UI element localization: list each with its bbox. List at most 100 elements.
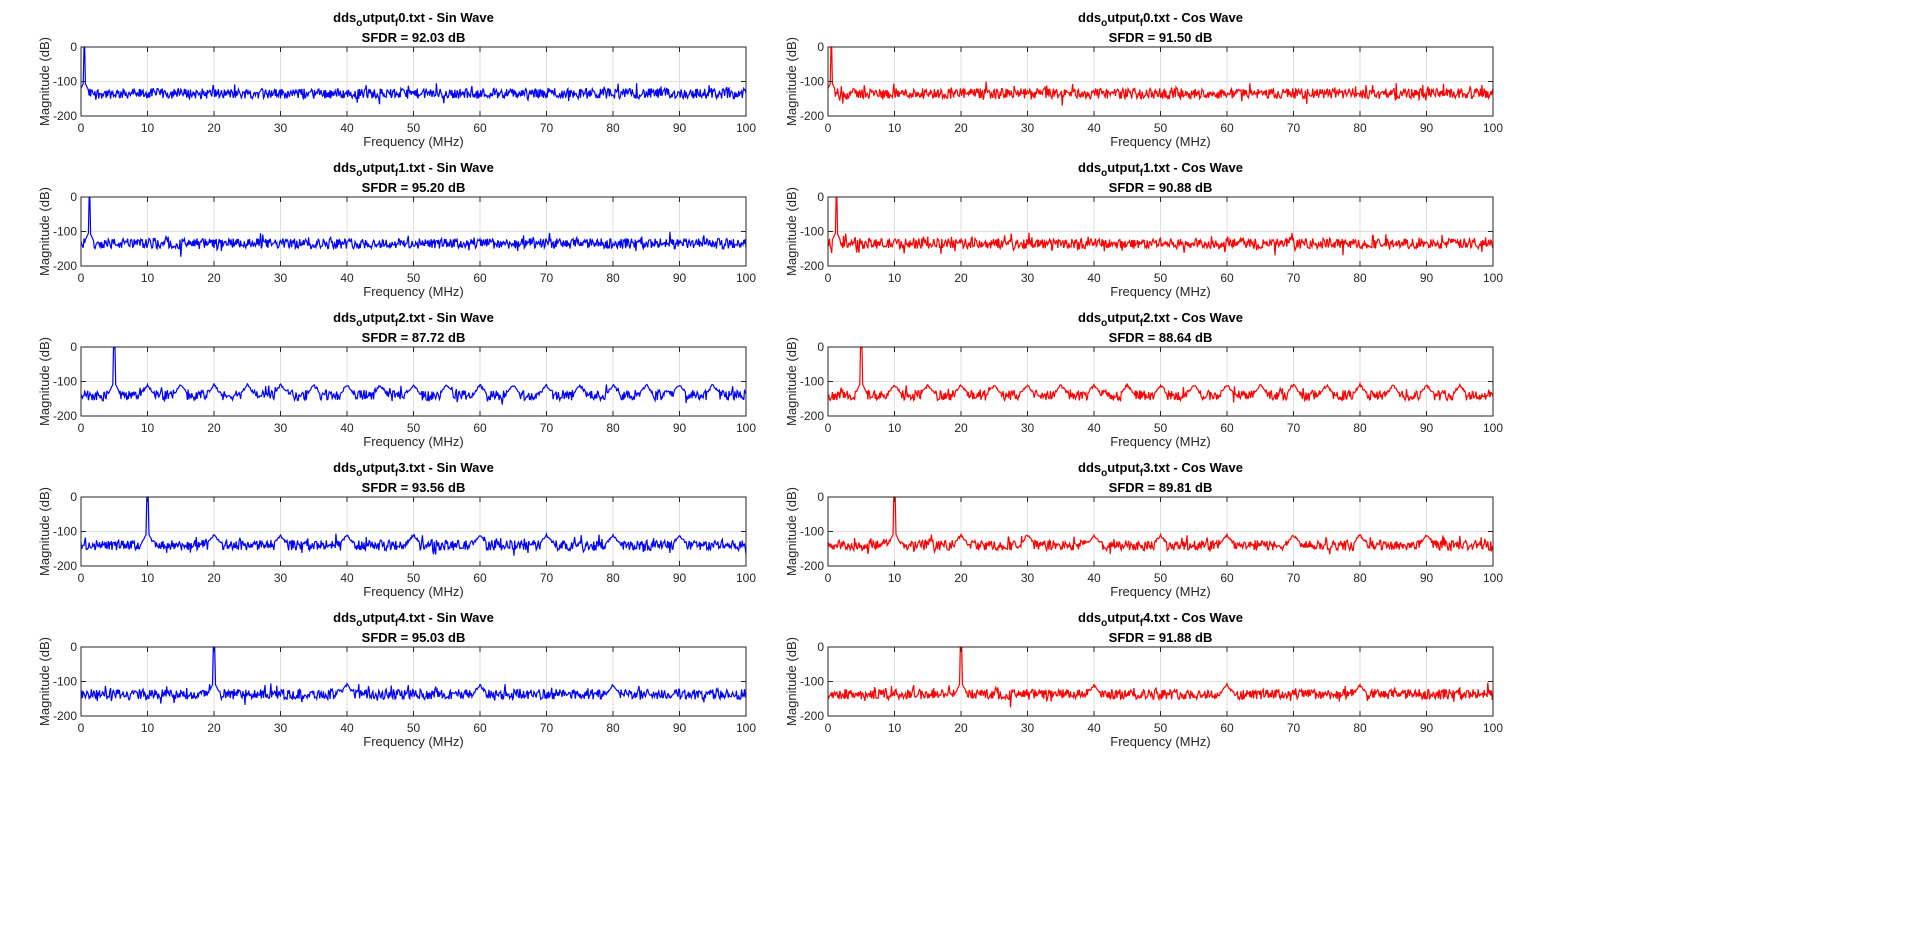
x-tick-label: 60 xyxy=(473,571,487,585)
y-tick-label: -100 xyxy=(53,225,77,239)
x-tick-label: 40 xyxy=(340,121,354,135)
chart-subtitle: SFDR = 90.88 dB xyxy=(1109,180,1213,195)
title-subscript: o xyxy=(356,168,362,179)
x-tick-label: 20 xyxy=(207,721,221,735)
x-tick-label: 90 xyxy=(1420,271,1434,285)
y-tick-label: -200 xyxy=(800,709,824,723)
y-tick-label: -100 xyxy=(53,375,77,389)
x-tick-label: 30 xyxy=(274,121,288,135)
x-axis-label: Frequency (MHz) xyxy=(363,734,463,749)
y-tick-label: -200 xyxy=(53,259,77,273)
x-tick-label: 40 xyxy=(340,571,354,585)
x-tick-label: 50 xyxy=(407,421,421,435)
x-tick-label: 40 xyxy=(340,271,354,285)
title-text: 4.txt - Cos Wave xyxy=(1143,610,1243,625)
x-tick-label: 80 xyxy=(606,271,620,285)
x-tick-label: 100 xyxy=(1483,271,1503,285)
x-tick-label: 0 xyxy=(825,121,832,135)
x-tick-label: 100 xyxy=(736,271,756,285)
x-tick-label: 20 xyxy=(954,421,968,435)
title-subscript: o xyxy=(1101,618,1107,629)
chart-title: ddsoutputf1.txt - Cos Wave xyxy=(1078,160,1243,179)
x-axis-label: Frequency (MHz) xyxy=(363,134,463,149)
title-text: utput xyxy=(362,160,395,175)
subplot-7: 0 10 20 30 40 50 60 70 80 90 100 0 -100 -200 Frequency… xyxy=(784,460,1503,599)
subplot-1: 0 10 20 30 40 50 60 70 80 90 100 0 -100 -200 Frequency… xyxy=(784,10,1503,149)
subplot-5: 0 10 20 30 40 50 60 70 80 90 100 0 -100 -200 Frequency… xyxy=(784,310,1503,449)
x-tick-label: 10 xyxy=(141,721,155,735)
spectrum-line xyxy=(80,197,747,257)
x-tick-label: 90 xyxy=(673,421,687,435)
x-tick-label: 100 xyxy=(736,121,756,135)
y-axis-label: Magnitude (dB) xyxy=(784,37,799,126)
title-subscript: o xyxy=(356,468,362,479)
title-subscript: o xyxy=(356,618,362,629)
subplot-8: 0 10 20 30 40 50 60 70 80 90 100 0 -100 -200 Frequency… xyxy=(37,610,756,749)
x-tick-label: 20 xyxy=(207,121,221,135)
y-axis-label: Magnitude (dB) xyxy=(37,37,52,126)
x-tick-label: 0 xyxy=(825,271,832,285)
y-tick-label: 0 xyxy=(70,490,77,504)
chart-subtitle: SFDR = 89.81 dB xyxy=(1109,480,1213,495)
title-subscript: f xyxy=(395,618,399,629)
x-tick-label: 30 xyxy=(1021,571,1035,585)
x-tick-label: 0 xyxy=(78,421,85,435)
title-subscript: o xyxy=(356,318,362,329)
x-tick-label: 70 xyxy=(1287,571,1301,585)
chart-subtitle: SFDR = 95.20 dB xyxy=(362,180,466,195)
x-tick-label: 30 xyxy=(1021,271,1035,285)
title-text: utput xyxy=(362,10,395,25)
x-tick-label: 80 xyxy=(1353,421,1367,435)
x-tick-label: 90 xyxy=(1420,421,1434,435)
x-tick-label: 10 xyxy=(888,721,902,735)
x-tick-label: 70 xyxy=(1287,271,1301,285)
title-text: utput xyxy=(1107,610,1140,625)
y-axis-label: Magnitude (dB) xyxy=(784,187,799,276)
x-tick-label: 100 xyxy=(1483,571,1503,585)
x-tick-label: 0 xyxy=(825,421,832,435)
y-tick-label: -200 xyxy=(53,709,77,723)
x-tick-label: 40 xyxy=(1087,571,1101,585)
title-subscript: o xyxy=(1101,18,1107,29)
x-tick-label: 50 xyxy=(1154,271,1168,285)
y-tick-label: -200 xyxy=(800,259,824,273)
x-axis-label: Frequency (MHz) xyxy=(1110,434,1210,449)
title-subscript: o xyxy=(1101,168,1107,179)
y-axis-label: Magnitude (dB) xyxy=(784,337,799,426)
title-subscript: f xyxy=(1140,318,1144,329)
chart-title: ddsoutputf2.txt - Sin Wave xyxy=(333,310,494,329)
chart-title: ddsoutputf1.txt - Sin Wave xyxy=(333,160,494,179)
x-tick-label: 50 xyxy=(407,721,421,735)
x-tick-label: 30 xyxy=(1021,121,1035,135)
x-tick-label: 50 xyxy=(1154,571,1168,585)
x-tick-label: 100 xyxy=(736,421,756,435)
y-tick-label: -200 xyxy=(800,109,824,123)
x-tick-label: 100 xyxy=(1483,121,1503,135)
y-tick-label: -100 xyxy=(800,75,824,89)
x-tick-label: 70 xyxy=(540,271,554,285)
x-tick-label: 10 xyxy=(888,571,902,585)
x-tick-label: 100 xyxy=(1483,721,1503,735)
title-text: utput xyxy=(362,310,395,325)
x-tick-label: 90 xyxy=(1420,121,1434,135)
y-axis-label: Magnitude (dB) xyxy=(37,487,52,576)
x-tick-label: 100 xyxy=(736,721,756,735)
x-tick-label: 70 xyxy=(540,121,554,135)
x-tick-label: 60 xyxy=(1220,271,1234,285)
x-tick-label: 70 xyxy=(1287,121,1301,135)
title-subscript: f xyxy=(395,18,399,29)
spectrum-line xyxy=(80,496,747,556)
title-text: dds xyxy=(1078,310,1101,325)
x-tick-label: 50 xyxy=(1154,421,1168,435)
x-tick-label: 50 xyxy=(407,121,421,135)
x-tick-label: 20 xyxy=(207,571,221,585)
x-axis-label: Frequency (MHz) xyxy=(363,584,463,599)
chart-title: ddsoutputf0.txt - Sin Wave xyxy=(333,10,494,29)
y-tick-label: 0 xyxy=(70,40,77,54)
chart-subtitle: SFDR = 93.56 dB xyxy=(362,480,466,495)
spectrum-line xyxy=(827,46,1494,106)
spectrum-line xyxy=(80,646,747,705)
x-tick-label: 10 xyxy=(141,271,155,285)
x-tick-label: 20 xyxy=(207,421,221,435)
y-axis-label: Magnitude (dB) xyxy=(784,637,799,726)
